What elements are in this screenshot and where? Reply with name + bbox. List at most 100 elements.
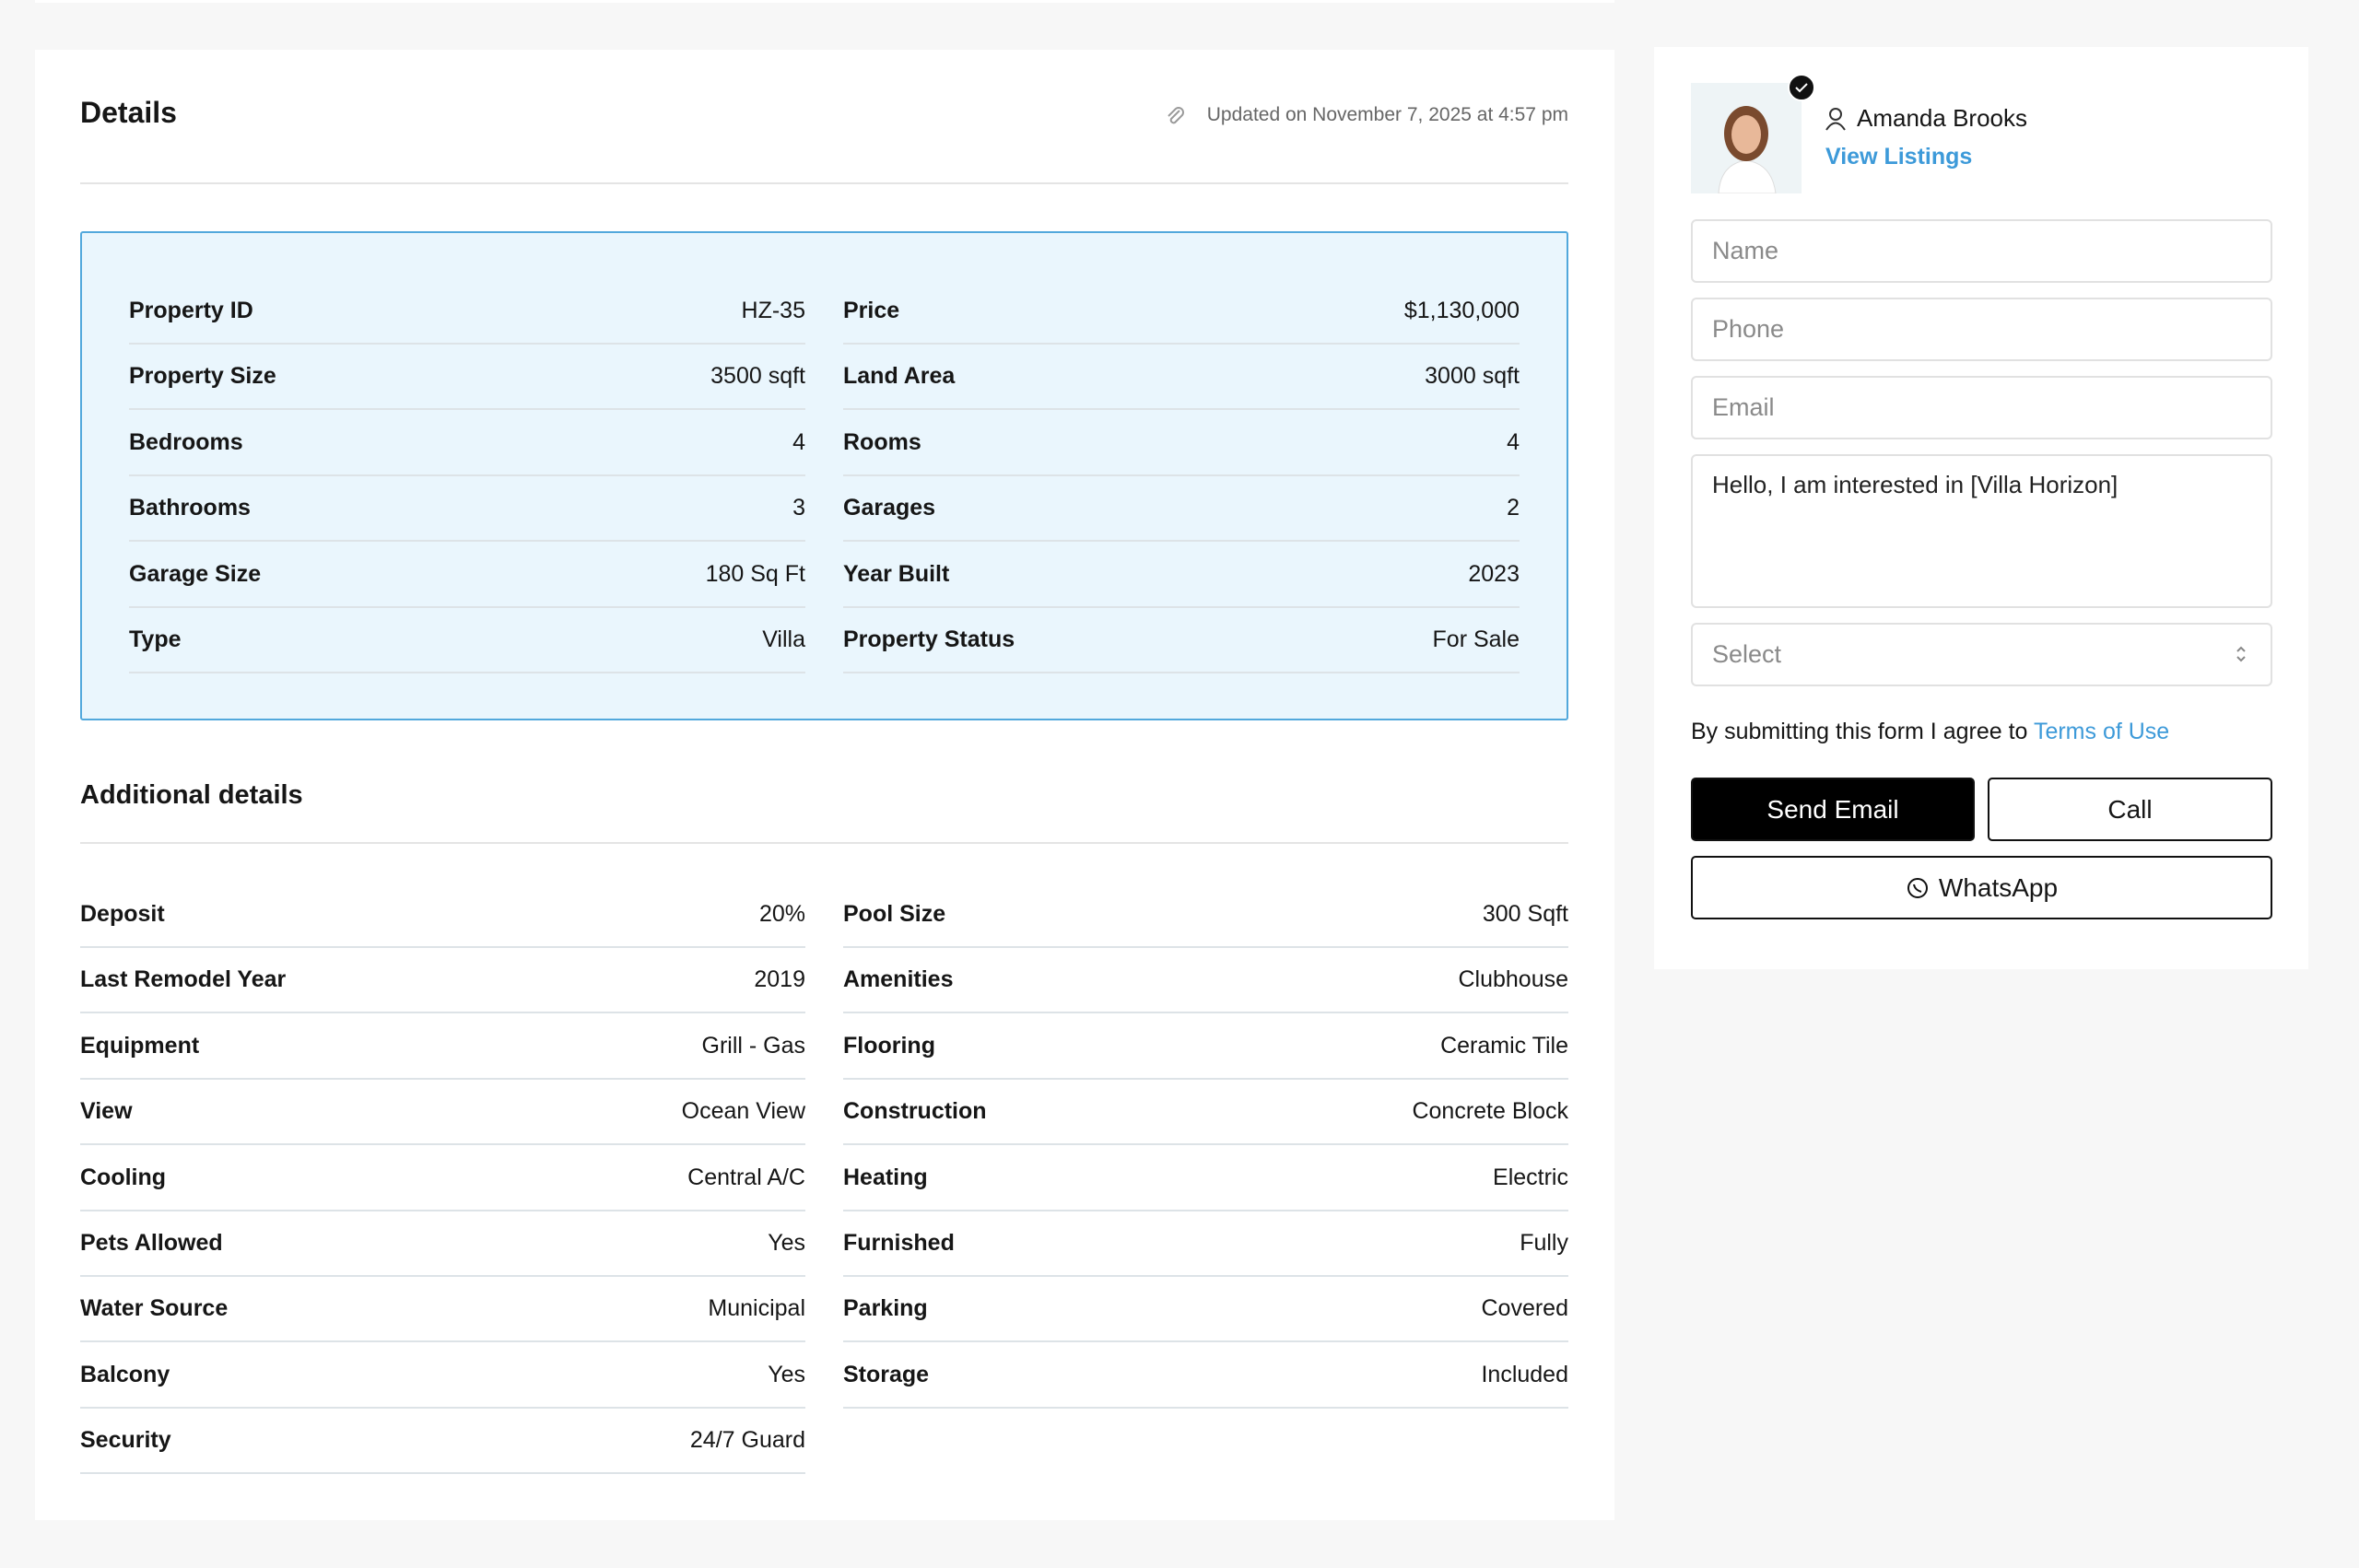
details-title: Details [80, 96, 177, 129]
detail-label: Amenities [843, 966, 954, 993]
whatsapp-label: WhatsApp [1938, 872, 2059, 902]
detail-label: Heating [843, 1164, 928, 1190]
detail-value: 2 [1507, 495, 1520, 521]
detail-row: Land Area 3000 sqft [843, 345, 1520, 411]
detail-label: Land Area [843, 363, 956, 390]
name-input[interactable]: Name [1691, 219, 2272, 283]
select-input[interactable]: Select [1691, 623, 2272, 686]
detail-row: Furnished Fully [843, 1211, 1568, 1277]
detail-label: Type [129, 626, 182, 652]
divider [80, 182, 1568, 184]
updated-text: Updated on November 7, 2025 at 4:57 pm [1206, 104, 1568, 125]
phone-input[interactable]: Phone [1691, 298, 2272, 361]
detail-value: 180 Sq Ft [705, 560, 805, 587]
detail-row: Security 24/7 Guard [80, 1409, 805, 1475]
detail-value: 3 [792, 495, 805, 521]
detail-label: Construction [843, 1098, 987, 1125]
detail-label: Garage Size [129, 560, 262, 587]
detail-label: View [80, 1098, 133, 1125]
detail-value: Clubhouse [1458, 966, 1568, 993]
detail-row: Heating Electric [843, 1146, 1568, 1211]
detail-row: Pool Size 300 Sqft [843, 883, 1568, 948]
agree-label: By submitting this form I agree to [1691, 719, 2028, 744]
detail-row: Flooring Ceramic Tile [843, 1014, 1568, 1080]
whatsapp-icon [1907, 877, 1928, 898]
detail-value: 3500 sqft [710, 363, 805, 390]
detail-label: Property Status [843, 626, 1015, 652]
detail-label: Pets Allowed [80, 1230, 223, 1256]
detail-value: 4 [1507, 428, 1520, 455]
select-arrow [2236, 646, 2246, 662]
detail-value: 20% [758, 901, 805, 927]
agent-name: Amanda Brooks [1857, 104, 2027, 132]
detail-value: Fully [1520, 1230, 1568, 1256]
call-button[interactable]: Call [1988, 778, 2272, 841]
agree-text: By submitting this form I agree to Terms… [1691, 719, 2169, 745]
detail-row: Bathrooms 3 [129, 476, 805, 543]
clip-icon [1168, 107, 1184, 124]
detail-row: Parking Covered [843, 1277, 1568, 1343]
detail-row: Garages 2 [843, 476, 1520, 543]
detail-value: 2023 [1468, 560, 1520, 587]
detail-label: Rooms [843, 428, 921, 455]
message-input[interactable]: Hello, I am interested in [Villa Horizon… [1691, 454, 2272, 608]
verified-badge [1788, 74, 1815, 101]
detail-value: 4 [792, 428, 805, 455]
detail-label: Storage [843, 1361, 930, 1387]
detail-value: Included [1481, 1361, 1568, 1387]
detail-label: Price [843, 298, 900, 323]
detail-label: Flooring [843, 1032, 935, 1059]
detail-value: Electric [1493, 1164, 1568, 1190]
detail-label: Year Built [843, 560, 950, 587]
detail-value: Villa [762, 626, 805, 652]
detail-value: HZ-35 [741, 298, 805, 323]
divider [80, 842, 1568, 844]
detail-row: Water Source Municipal [80, 1277, 805, 1343]
detail-label: Garages [843, 495, 936, 521]
detail-value: Yes [768, 1230, 805, 1256]
detail-label: Bathrooms [129, 495, 251, 521]
detail-label: Deposit [80, 901, 165, 927]
detail-row: Storage Included [843, 1343, 1568, 1409]
detail-row: Last Remodel Year 2019 [80, 948, 805, 1014]
whatsapp-button[interactable]: WhatsApp [1691, 856, 2272, 919]
detail-label: Security [80, 1427, 171, 1454]
detail-row: Property ID HZ-35 [129, 279, 805, 345]
person-icon [1825, 108, 1846, 131]
send-email-button[interactable]: Send Email [1691, 778, 1975, 841]
detail-row: Construction Concrete Block [843, 1080, 1568, 1146]
detail-row: Garage Size 180 Sq Ft [129, 543, 805, 608]
detail-value: For Sale [1432, 626, 1520, 652]
detail-row: Property Status For Sale [843, 608, 1520, 673]
view-listings[interactable]: View Listings [1825, 144, 1973, 170]
detail-label: Furnished [843, 1230, 955, 1256]
email-input[interactable]: Email [1691, 376, 2272, 439]
detail-label: Pool Size [843, 901, 946, 927]
detail-label: Cooling [80, 1164, 167, 1190]
detail-label: Property Size [129, 363, 276, 390]
detail-row: Rooms 4 [843, 411, 1520, 476]
detail-value: 3000 sqft [1425, 363, 1520, 390]
detail-value: Ocean View [681, 1098, 805, 1125]
detail-row: Amenities Clubhouse [843, 948, 1568, 1014]
detail-value: Concrete Block [1412, 1098, 1568, 1125]
detail-value: Yes [768, 1361, 805, 1387]
detail-row: Bedrooms 4 [129, 411, 805, 476]
detail-label: Bedrooms [129, 428, 243, 455]
detail-label: Equipment [80, 1032, 200, 1059]
top-strip [35, 0, 1614, 3]
detail-row: Price $1,130,000 [843, 279, 1520, 345]
terms-link[interactable]: Terms of Use [2033, 719, 2170, 744]
detail-row: Equipment Grill - Gas [80, 1014, 805, 1080]
detail-label: Balcony [80, 1361, 170, 1387]
detail-row: Cooling Central A/C [80, 1146, 805, 1211]
detail-value: 24/7 Guard [689, 1427, 805, 1454]
detail-row: Property Size 3500 sqft [129, 345, 805, 411]
detail-label: Property ID [129, 298, 253, 323]
detail-value: 300 Sqft [1482, 901, 1568, 927]
detail-row: Year Built 2023 [843, 543, 1520, 608]
detail-value: Grill - Gas [701, 1032, 806, 1059]
detail-value: Central A/C [687, 1164, 805, 1190]
additional-title: Additional details [80, 780, 303, 810]
